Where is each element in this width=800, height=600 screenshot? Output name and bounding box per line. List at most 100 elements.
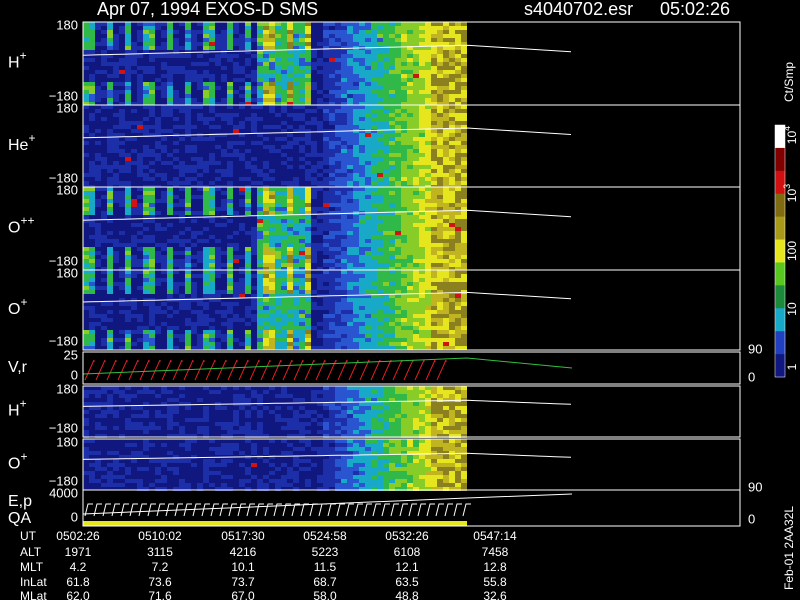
spectrogram-cell [401,434,407,438]
spectrogram-cell [335,161,341,165]
spectrogram-cell [401,483,407,487]
spectrogram-cell [461,145,467,149]
spectrogram-cell [383,290,389,294]
spectrogram-cell [329,426,335,430]
spectrogram-cell [167,102,173,106]
spectrogram-cell [275,278,281,282]
spectrogram-cell [185,125,191,129]
spectrogram-cell [173,165,179,169]
spectrogram-cell [257,70,263,74]
spectrogram-cell [365,243,371,247]
spectrogram-cell [347,386,353,390]
spectrogram-cell [227,153,233,157]
spectrogram-cell [293,223,299,227]
spectrogram-cell [455,290,461,294]
spectrogram-cell [431,318,437,322]
spectrogram-cell [425,267,431,271]
spectrogram-cell [293,243,299,247]
spectrogram-cell [431,410,437,414]
spectrogram-cell [395,402,401,406]
spectrogram-cell [383,247,389,251]
spectrogram-cell [257,302,263,306]
spectrogram-cell [389,191,395,195]
spectrogram-cell [353,58,359,62]
spectrogram-cell [437,181,443,185]
spectrogram-cell [245,191,251,195]
spectrogram-cell [395,451,401,455]
spectrogram-cell [407,294,413,298]
spectrogram-cell [89,161,95,165]
spectrogram-cell [209,219,215,223]
spectrogram-cell [401,94,407,98]
spectrogram-cell [323,263,329,267]
spectrogram-cell [341,125,347,129]
spectrogram-cell [317,451,323,455]
spectrogram-cell [377,169,383,173]
spectrogram-cell [143,302,149,306]
spectrogram-cell [401,215,407,219]
spectrogram-cell [95,243,101,247]
spectrogram-cell [299,459,305,463]
spectrogram-cell [167,346,173,350]
spectrogram-cell [311,54,317,58]
spectrogram-cell [221,199,227,203]
spectrogram-cell [323,479,329,483]
spectrogram-cell [155,117,161,121]
spectrogram-cell [275,338,281,342]
spectrogram-cell [335,219,341,223]
spectrogram-cell [347,414,353,418]
spectrogram-cell [317,227,323,231]
spectrogram-cell [167,191,173,195]
spectrogram-cell [413,161,419,165]
spectrogram-cell [347,187,353,191]
spectrogram-cell [401,62,407,66]
spectrogram-cell [431,219,437,223]
spectrogram-cell [299,113,305,117]
spectrogram-cell [383,26,389,30]
spectrogram-cell [383,86,389,90]
spectrogram-cell [245,422,251,426]
spectrogram-cell [449,207,455,211]
spectrogram-cell [89,30,95,34]
spectrogram-cell [305,62,311,66]
spectrogram-cell [461,270,467,274]
spectrogram-cell [305,133,311,137]
spectrogram-cell [137,22,143,26]
spectrogram-cell [419,326,425,330]
spectrogram-cell [215,133,221,137]
spectrogram-cell [173,398,179,402]
spectrogram-cell [113,74,119,78]
spectrogram-cell [413,459,419,463]
spectrogram-cell [455,286,461,290]
spectrogram-cell [425,157,431,161]
spectrogram-cell [335,422,341,426]
spectrogram-cell [371,62,377,66]
spectrogram-cell [299,129,305,133]
spectrogram-cell [101,105,107,109]
spectrogram-cell [257,334,263,338]
spectrogram-cell [359,342,365,346]
spectrogram-cell [125,274,131,278]
spectrogram-cell [329,306,335,310]
spectrogram-cell [179,259,185,263]
spectrogram-cell [323,203,329,207]
spectrogram-cell [329,70,335,74]
spectrogram-cell [257,22,263,26]
spectrogram-cell [443,82,449,86]
spectrogram-cell [371,133,377,137]
spectrogram-cell [107,247,113,251]
spectrogram-cell [329,203,335,207]
spectrogram-cell [371,141,377,145]
spectrogram-cell [461,38,467,42]
spectrogram-cell [419,86,425,90]
spectrogram-cell [383,191,389,195]
spectrogram-cell [227,117,233,121]
spectrogram-cell [353,231,359,235]
spectrogram-cell [401,294,407,298]
spectrogram-cell [329,169,335,173]
spectrogram-cell [275,22,281,26]
spectrogram-cell [263,215,269,219]
spectrogram-cell [437,322,443,326]
spectrogram-cell [377,90,383,94]
spectrogram-cell [365,149,371,153]
